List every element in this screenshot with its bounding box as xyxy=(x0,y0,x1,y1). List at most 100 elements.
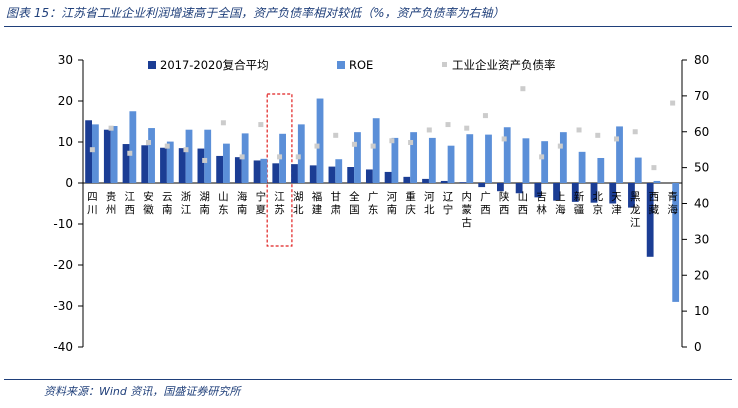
x-category-label: 内蒙古 xyxy=(461,190,472,229)
figure-title: 图表 15：江苏省工业企业利润增速高于全国，资产负债率相对较低（%，资产负债率为… xyxy=(6,6,505,20)
marker-debt-ratio xyxy=(314,143,320,149)
legend-swatch-roe xyxy=(337,61,345,69)
bar-roe xyxy=(166,141,174,183)
x-category-label: 江西 xyxy=(125,191,136,216)
y-right-tick-label: 0 xyxy=(694,340,702,354)
x-category-label: 宁夏 xyxy=(256,190,267,216)
x-category-label: 河北 xyxy=(424,191,435,216)
bar-roe xyxy=(354,132,361,183)
marker-debt-ratio xyxy=(426,127,432,133)
title-rule xyxy=(4,26,732,27)
marker-debt-ratio xyxy=(183,147,189,153)
marker-debt-ratio xyxy=(520,86,526,92)
y-left-tick-label: -40 xyxy=(53,340,73,354)
x-category-label: 青海 xyxy=(667,190,678,216)
bar-roe xyxy=(541,141,549,183)
bar-roe xyxy=(204,129,212,183)
y-left-tick-label: 10 xyxy=(58,135,73,149)
bar-roe xyxy=(372,118,380,183)
marker-debt-ratio xyxy=(613,136,619,142)
y-right-tick-label: 30 xyxy=(694,232,709,246)
bar-cagr xyxy=(440,180,448,183)
marker-debt-ratio xyxy=(389,138,395,144)
marker-debt-ratio xyxy=(258,122,264,128)
x-category-label: 陕西 xyxy=(499,190,510,216)
bar-roe xyxy=(522,138,530,183)
bar-cagr xyxy=(459,182,467,183)
bar-roe xyxy=(428,137,436,183)
marker-debt-ratio xyxy=(501,136,507,142)
source-note: 资料来源：Wind 资讯，国盛证券研究所 xyxy=(44,385,241,398)
marker-debt-ratio xyxy=(164,143,170,149)
marker-debt-ratio xyxy=(277,154,283,160)
legend-label-debt-ratio: 工业企业资产负债率 xyxy=(452,58,556,72)
bar-roe xyxy=(616,126,623,183)
bar-roe xyxy=(672,183,680,302)
x-category-label: 安徽 xyxy=(143,190,154,216)
bar-cagr xyxy=(590,183,598,203)
marker-debt-ratio xyxy=(127,150,133,156)
x-category-label: 甘肃 xyxy=(330,190,341,216)
marker-debt-ratio xyxy=(146,140,152,146)
marker-debt-ratio xyxy=(482,113,488,119)
marker-debt-ratio xyxy=(333,132,339,138)
bar-cagr xyxy=(85,120,92,183)
bar-cagr xyxy=(309,165,317,183)
marker-debt-ratio xyxy=(220,120,226,126)
x-category-label: 湖南 xyxy=(199,191,210,216)
bar-roe xyxy=(559,132,567,183)
marker-debt-ratio xyxy=(670,100,676,106)
legend-swatch-debt-ratio xyxy=(442,62,447,67)
x-category-label: 江苏 xyxy=(274,191,285,216)
bar-roe xyxy=(410,132,418,183)
bar-roe xyxy=(279,133,286,183)
y-right-tick-label: 60 xyxy=(694,125,709,139)
bar-cagr xyxy=(478,183,486,188)
bar-cagr xyxy=(553,183,560,201)
bar-roe xyxy=(260,158,268,183)
bar-cagr xyxy=(609,183,617,204)
x-category-label: 西藏 xyxy=(649,191,660,216)
marker-debt-ratio xyxy=(351,141,357,147)
bar-roe xyxy=(391,137,399,183)
bar-cagr xyxy=(515,183,523,194)
bar-roe xyxy=(578,151,586,183)
marker-debt-ratio xyxy=(539,154,545,160)
x-category-label: 天津 xyxy=(611,191,622,216)
x-category-label: 全国 xyxy=(349,190,360,216)
y-right-tick-label: 20 xyxy=(694,268,709,282)
marker-debt-ratio xyxy=(464,125,470,131)
x-category-label: 黑龙江 xyxy=(630,191,641,229)
bar-roe xyxy=(148,128,155,183)
marker-debt-ratio xyxy=(632,129,638,135)
y-right-tick-label: 10 xyxy=(694,304,709,318)
y-right-tick-label: 40 xyxy=(694,197,709,211)
source-rule xyxy=(4,379,732,380)
bar-cagr xyxy=(103,129,111,183)
bar-roe xyxy=(316,98,324,183)
bar-cagr xyxy=(122,144,130,183)
y-left-tick-label: -10 xyxy=(53,217,73,231)
y-left-tick-label: 20 xyxy=(58,94,73,108)
x-category-label: 新疆 xyxy=(574,190,585,216)
marker-debt-ratio xyxy=(295,154,301,160)
y-right-tick-label: 70 xyxy=(694,89,709,103)
bar-roe xyxy=(241,133,249,183)
bar-roe xyxy=(297,124,305,183)
y-left-tick-label: -30 xyxy=(53,299,73,313)
bar-roe xyxy=(335,159,343,183)
bar-cagr xyxy=(384,171,392,183)
x-category-label: 福建 xyxy=(312,190,323,216)
bar-cagr xyxy=(291,164,298,183)
x-category-label: 湖北 xyxy=(293,191,304,216)
marker-debt-ratio xyxy=(239,154,245,160)
legend-label-roe: ROE xyxy=(349,58,373,72)
marker-debt-ratio xyxy=(370,143,376,149)
y-left-tick-label: -20 xyxy=(53,258,73,272)
bar-cagr xyxy=(272,163,280,183)
bar-cagr xyxy=(253,160,261,183)
marker-debt-ratio xyxy=(595,132,601,138)
x-category-label: 辽宁 xyxy=(443,191,454,216)
marker-debt-ratio xyxy=(89,147,95,153)
